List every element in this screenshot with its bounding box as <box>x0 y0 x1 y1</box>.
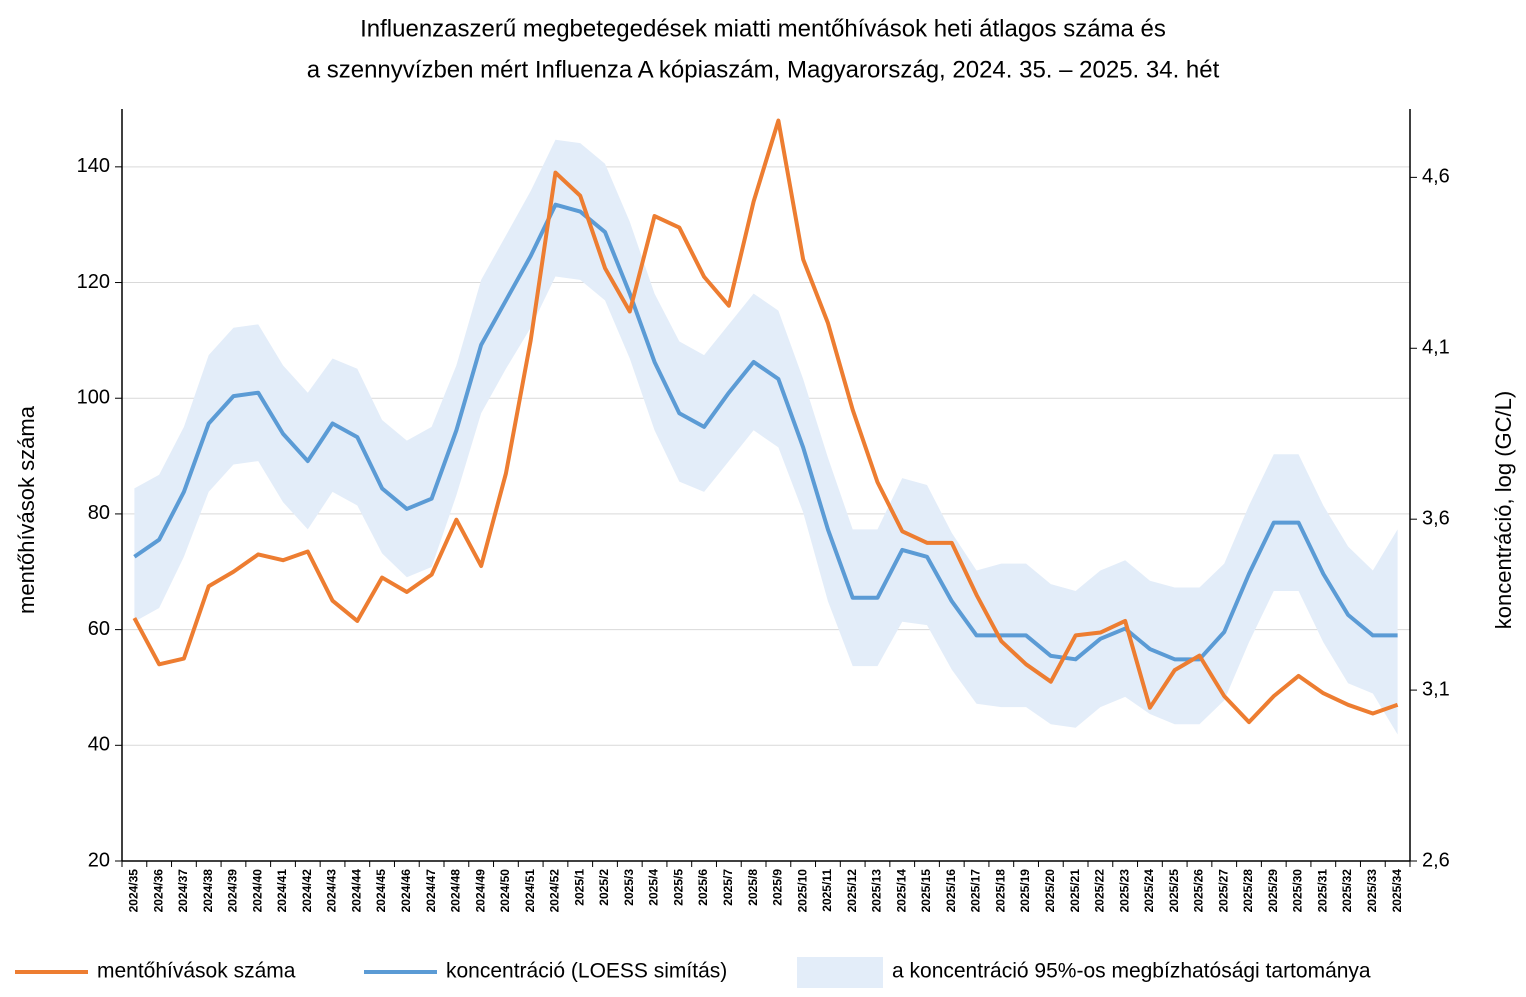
x-tick-label: 2024/44 <box>349 869 363 913</box>
x-tick-label: 2025/10 <box>795 869 809 913</box>
x-tick-label: 2025/9 <box>771 869 785 906</box>
x-tick-label: 2025/26 <box>1192 869 1206 913</box>
y-tick-label: 140 <box>77 155 110 177</box>
x-tick-label: 2025/15 <box>919 869 933 913</box>
x-tick-label: 2024/39 <box>226 869 240 913</box>
chart-title: Influenzaszerű megbetegedések miatti men… <box>360 15 1166 42</box>
x-tick-label: 2024/49 <box>473 869 487 913</box>
y2-tick-label: 3,6 <box>1422 507 1450 529</box>
legend-swatch <box>797 957 883 988</box>
y2-tick-label: 4,6 <box>1422 166 1450 188</box>
x-tick-label: 2025/16 <box>944 869 958 913</box>
y2-tick-label: 3,1 <box>1422 678 1450 700</box>
x-tick-label: 2024/40 <box>250 869 264 913</box>
x-tick-label: 2024/41 <box>275 869 289 913</box>
x-tick-label: 2025/8 <box>746 869 760 906</box>
x-tick-label: 2025/2 <box>597 869 611 906</box>
x-tick-label: 2025/6 <box>696 869 710 906</box>
x-tick-label: 2024/51 <box>523 869 537 913</box>
x-tick-label: 2025/11 <box>820 869 834 912</box>
x-tick-label: 2025/18 <box>993 869 1007 913</box>
x-tick-label: 2024/38 <box>201 869 215 913</box>
x-tick-label: 2025/5 <box>671 869 685 906</box>
x-tick-label: 2025/24 <box>1142 869 1156 913</box>
x-tick-label: 2025/33 <box>1365 869 1379 913</box>
y2-axis-label: koncentráció, log (GC/L) <box>1491 391 1516 629</box>
x-tick-label: 2025/7 <box>721 869 735 906</box>
x-tick-label: 2025/22 <box>1093 869 1107 913</box>
x-tick-label: 2024/37 <box>176 869 190 913</box>
x-tick-label: 2025/20 <box>1043 869 1057 913</box>
x-tick-label: 2025/29 <box>1266 869 1280 913</box>
x-tick-label: 2025/4 <box>647 869 661 906</box>
y-tick-label: 60 <box>88 618 110 640</box>
x-tick-label: 2025/31 <box>1315 869 1329 913</box>
legend-label: koncentráció (LOESS simítás) <box>446 960 727 983</box>
x-tick-label: 2024/45 <box>374 869 388 913</box>
legend-label: mentőhívások száma <box>97 960 296 983</box>
series-line <box>132 118 1399 725</box>
x-tick-label: 2025/17 <box>969 869 983 913</box>
series-line <box>133 202 1398 662</box>
x-tick-label: 2025/1 <box>572 869 586 906</box>
x-tick-label: 2024/46 <box>399 869 413 913</box>
x-tick-label: 2025/21 <box>1068 869 1082 913</box>
x-tick-label: 2025/27 <box>1216 869 1230 913</box>
x-tick-label: 2024/35 <box>127 869 141 913</box>
x-tick-label: 2025/13 <box>870 869 884 913</box>
x-tick-label: 2025/30 <box>1291 869 1305 913</box>
x-tick-label: 2024/47 <box>424 869 438 913</box>
x-tick-label: 2025/28 <box>1241 869 1255 913</box>
y-axis-label: mentőhívások száma <box>14 405 39 614</box>
y-tick-label: 80 <box>88 502 110 524</box>
x-tick-label: 2024/42 <box>300 869 314 913</box>
x-tick-label: 2025/14 <box>894 869 908 913</box>
x-tick-label: 2024/36 <box>151 869 165 913</box>
x-tick-label: 2024/43 <box>325 869 339 913</box>
y-tick-label: 20 <box>88 849 110 871</box>
y-tick-label: 120 <box>77 271 110 293</box>
x-tick-label: 2024/52 <box>548 869 562 913</box>
y-tick-label: 100 <box>77 387 110 409</box>
confidence-band <box>134 139 1398 735</box>
x-tick-label: 2025/32 <box>1340 869 1354 913</box>
x-tick-label: 2025/19 <box>1018 869 1032 913</box>
chart-title: a szennyvízben mért Influenza A kópiaszá… <box>307 56 1220 83</box>
x-tick-label: 2024/48 <box>449 869 463 913</box>
y2-tick-label: 4,1 <box>1422 337 1450 359</box>
x-tick-label: 2025/12 <box>845 869 859 913</box>
x-tick-label: 2025/34 <box>1390 869 1404 913</box>
x-tick-label: 2024/50 <box>498 869 512 913</box>
x-tick-label: 2025/3 <box>622 869 636 906</box>
x-tick-label: 2025/25 <box>1167 869 1181 913</box>
y2-tick-label: 2,6 <box>1422 849 1450 871</box>
legend-label: a koncentráció 95%-os megbízhatósági tar… <box>892 960 1371 983</box>
y-tick-label: 40 <box>88 734 110 756</box>
x-tick-label: 2025/23 <box>1117 869 1131 913</box>
